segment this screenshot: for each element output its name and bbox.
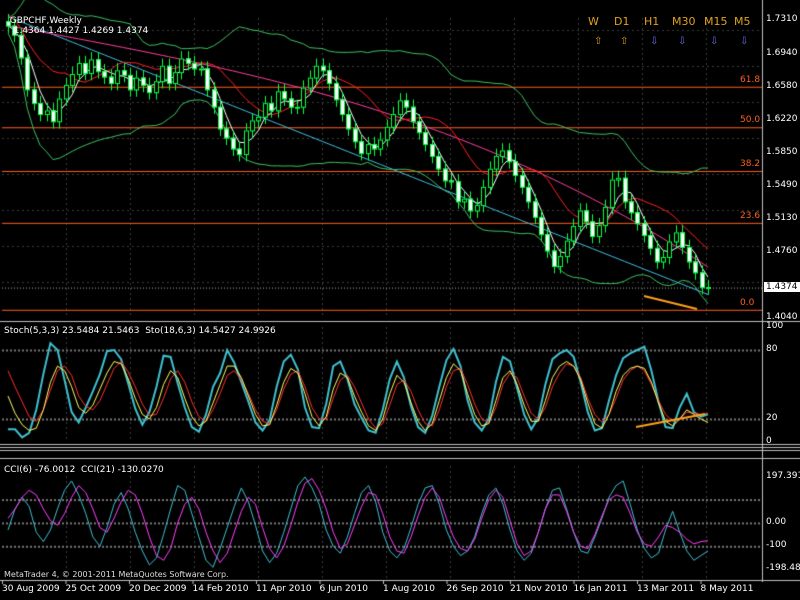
cci-tick-label: -100	[766, 540, 787, 551]
timeframe-label: M30	[672, 15, 696, 28]
down-arrow-icon: ⇩	[650, 36, 659, 47]
timeframe-label: D1	[614, 15, 630, 28]
up-arrow-icon: ⇧	[594, 36, 603, 47]
price-tick-label: 1.4760	[766, 246, 798, 257]
stoch-title: Stoch(5,3,3) 23.5484 21.5463 Sto(18,6,3)…	[4, 326, 276, 336]
footer-copyright: MetaTrader 4, © 2001-2011 MetaQuotes Sof…	[4, 570, 229, 579]
time-tick-label: 25 Oct 2009	[65, 584, 122, 594]
time-tick-label: 1 Aug 2010	[383, 584, 435, 594]
time-tick-label: 21 Nov 2010	[510, 584, 568, 594]
cci-title: CCI(6) -76.0012 CCI(21) -130.0270	[4, 465, 164, 475]
time-tick-label: 30 Aug 2009	[2, 584, 60, 594]
down-arrow-icon: ⇩	[678, 36, 687, 47]
down-arrow-icon: ⇩	[710, 36, 719, 47]
timeframe-label: H1	[644, 15, 660, 28]
current-price-tag: 1.4374	[764, 281, 800, 292]
fib-level-label: 23.6	[740, 210, 761, 221]
fib-level-label: 0.0	[740, 297, 755, 308]
stoch-tick-label: 80	[766, 344, 778, 354]
price-tick-label: 1.6940	[766, 47, 798, 58]
price-tick-label: 1.4040	[766, 312, 798, 322]
fib-level-label: 50.0	[740, 115, 761, 126]
timeframe-label: M15	[704, 15, 728, 28]
symbol-title: GBPCHF,Weekly	[9, 16, 82, 26]
stoch-tick-label: 20	[766, 413, 778, 423]
cci-tick-label: 0.00	[766, 516, 787, 527]
price-tick-label: 1.5850	[766, 147, 798, 158]
time-tick-label: 26 Sep 2010	[446, 584, 504, 594]
time-tick-label: 11 Apr 2010	[256, 584, 312, 594]
time-tick-label: 16 Jan 2011	[573, 584, 628, 594]
price-tick-label: 1.5490	[766, 179, 798, 190]
price-tick-label: 1.6580	[766, 80, 798, 91]
time-tick-label: 20 Dec 2009	[129, 584, 187, 594]
up-arrow-icon: ⇧	[620, 36, 629, 47]
fib-level-label: 61.8	[740, 74, 761, 85]
price-tick-label: 1.7310	[766, 14, 798, 25]
timeframe-label: M5	[734, 15, 751, 28]
time-tick-label: 13 Mar 2011	[637, 584, 695, 594]
price-tick-label: 1.6220	[766, 113, 798, 124]
time-tick-label: 14 Feb 2010	[192, 584, 249, 594]
time-tick-label: 6 Jun 2010	[319, 584, 368, 594]
timeframe-label: W	[588, 15, 599, 28]
price-tick-label: 1.5130	[766, 212, 798, 223]
time-tick-label: 8 May 2011	[700, 584, 754, 594]
stoch-tick-label: 0	[766, 436, 772, 446]
stoch-tick-label: 100	[766, 321, 784, 331]
cci-tick-label: 197.3912	[766, 470, 800, 481]
cci-tick-label: -198.4847	[766, 563, 800, 574]
ohlc-readout: 1.4364 1.4427 1.4269 1.4374	[13, 26, 149, 36]
fib-level-label: 38.2	[740, 158, 761, 169]
down-arrow-icon: ⇩	[740, 36, 749, 47]
